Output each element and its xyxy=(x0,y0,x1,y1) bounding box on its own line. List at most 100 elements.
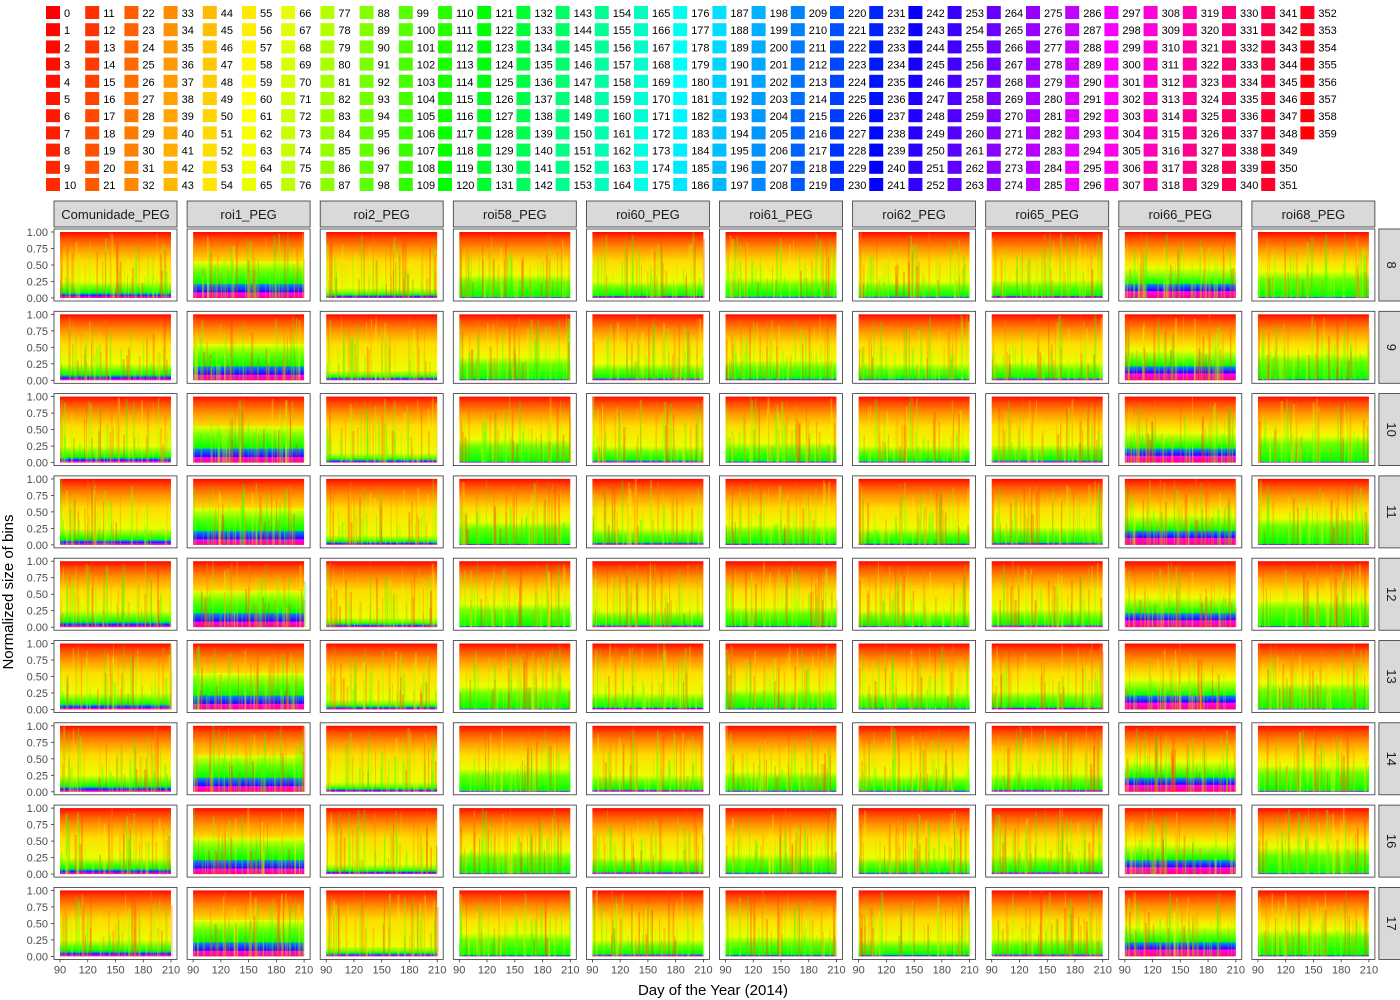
stacked-area xyxy=(858,725,970,792)
legend-label: 10 xyxy=(64,180,76,192)
legend-swatch xyxy=(869,143,884,157)
legend-swatch xyxy=(830,109,844,123)
y-tick-label: 0.25 xyxy=(27,606,48,618)
facet-panel xyxy=(586,887,710,960)
legend-swatch xyxy=(398,126,413,140)
legend-swatch xyxy=(712,40,727,54)
facet-panel xyxy=(1118,640,1243,713)
legend-label: 325 xyxy=(1201,111,1219,123)
legend-label: 290 xyxy=(1083,77,1101,89)
legend-label: 187 xyxy=(730,8,748,20)
legend-label: 203 xyxy=(770,94,788,106)
facet-panel xyxy=(452,310,577,384)
y-tick-label: 0.50 xyxy=(27,754,48,766)
legend-label: 13 xyxy=(103,42,115,54)
legend-swatch xyxy=(85,126,100,140)
legend-label: 259 xyxy=(966,111,984,123)
x-tick-label: 180 xyxy=(533,964,551,976)
stacked-area xyxy=(459,890,571,957)
legend-swatch xyxy=(751,74,766,88)
legend-label: 62 xyxy=(260,128,272,140)
facet-panel xyxy=(852,228,976,302)
y-tick-label: 0.75 xyxy=(27,737,48,749)
y-tick-label: 0.25 xyxy=(27,523,48,535)
legend-label: 96 xyxy=(378,146,390,158)
facet-panel xyxy=(1251,228,1376,302)
legend-label: 86 xyxy=(338,163,350,175)
legend-label: 284 xyxy=(1044,163,1062,175)
legend-label: 53 xyxy=(221,163,233,175)
legend-swatch xyxy=(869,23,884,37)
legend-label: 136 xyxy=(534,77,552,89)
x-tick-label: 120 xyxy=(478,964,496,976)
y-tick-label: 1.00 xyxy=(27,309,48,321)
legend-swatch xyxy=(830,6,844,19)
facet-panel xyxy=(586,722,710,796)
legend-label: 155 xyxy=(613,25,631,37)
legend-label: 74 xyxy=(299,146,311,158)
legend-label: 149 xyxy=(574,111,592,123)
facet-panel xyxy=(1118,310,1243,384)
x-tick-label: 210 xyxy=(295,964,313,976)
stacked-area xyxy=(326,643,438,710)
legend-swatch xyxy=(634,109,648,123)
facet-panel xyxy=(1118,804,1243,878)
x-tick-label: 180 xyxy=(1332,964,1350,976)
stacked-area xyxy=(459,725,571,792)
facet-panel xyxy=(985,557,1110,631)
legend-label: 300 xyxy=(1122,60,1140,72)
stacked-area xyxy=(858,314,970,381)
legend-swatch xyxy=(1104,143,1119,157)
legend-swatch xyxy=(986,109,1001,123)
legend-swatch xyxy=(830,23,844,37)
legend-label: 177 xyxy=(691,25,709,37)
legend-label: 36 xyxy=(182,60,194,72)
legend-swatch xyxy=(1065,6,1080,19)
facet-panel xyxy=(852,804,976,878)
legend-swatch xyxy=(947,143,962,157)
facet-panel xyxy=(985,393,1110,467)
legend-swatch xyxy=(242,23,256,37)
legend-label: 94 xyxy=(378,111,390,123)
legend-label: 168 xyxy=(652,60,670,72)
legend-label: 87 xyxy=(338,180,350,192)
legend-swatch xyxy=(46,109,60,123)
legend-swatch xyxy=(242,178,256,191)
legend-label: 276 xyxy=(1044,25,1062,37)
legend-label: 185 xyxy=(691,163,709,175)
facet-row-label: 10 xyxy=(1384,422,1399,436)
legend-swatch xyxy=(1065,23,1080,37)
legend-swatch xyxy=(516,92,531,105)
legend-swatch xyxy=(712,178,727,191)
legend-swatch xyxy=(242,92,256,105)
stacked-area xyxy=(1124,808,1236,875)
legend-swatch xyxy=(712,57,727,71)
legend-swatch xyxy=(1104,92,1119,105)
stacked-area xyxy=(858,478,970,545)
legend-label: 258 xyxy=(966,94,984,106)
legend-label: 226 xyxy=(848,111,866,123)
legend-label: 200 xyxy=(770,42,788,54)
legend-swatch xyxy=(438,40,452,54)
legend-swatch xyxy=(320,160,335,174)
facet-panel xyxy=(452,887,577,960)
legend-swatch xyxy=(986,40,1001,54)
legend-label: 147 xyxy=(574,77,592,89)
legend-label: 35 xyxy=(182,42,194,54)
legend-label: 345 xyxy=(1279,77,1297,89)
legend-swatch xyxy=(1222,143,1236,157)
facet-panel xyxy=(319,887,444,960)
legend-swatch xyxy=(555,126,570,140)
legend-label: 52 xyxy=(221,146,233,158)
legend-label: 221 xyxy=(848,25,866,37)
legend-label: 38 xyxy=(182,94,194,106)
legend-swatch xyxy=(124,109,139,123)
legend-label: 17 xyxy=(103,111,115,123)
legend-label: 265 xyxy=(1005,25,1023,37)
legend-swatch xyxy=(947,74,962,88)
legend-label: 91 xyxy=(378,60,390,72)
legend-swatch xyxy=(947,6,962,19)
y-tick-label: 0.25 xyxy=(27,441,48,453)
x-tick-label: 150 xyxy=(506,964,524,976)
legend-label: 315 xyxy=(1162,128,1180,140)
